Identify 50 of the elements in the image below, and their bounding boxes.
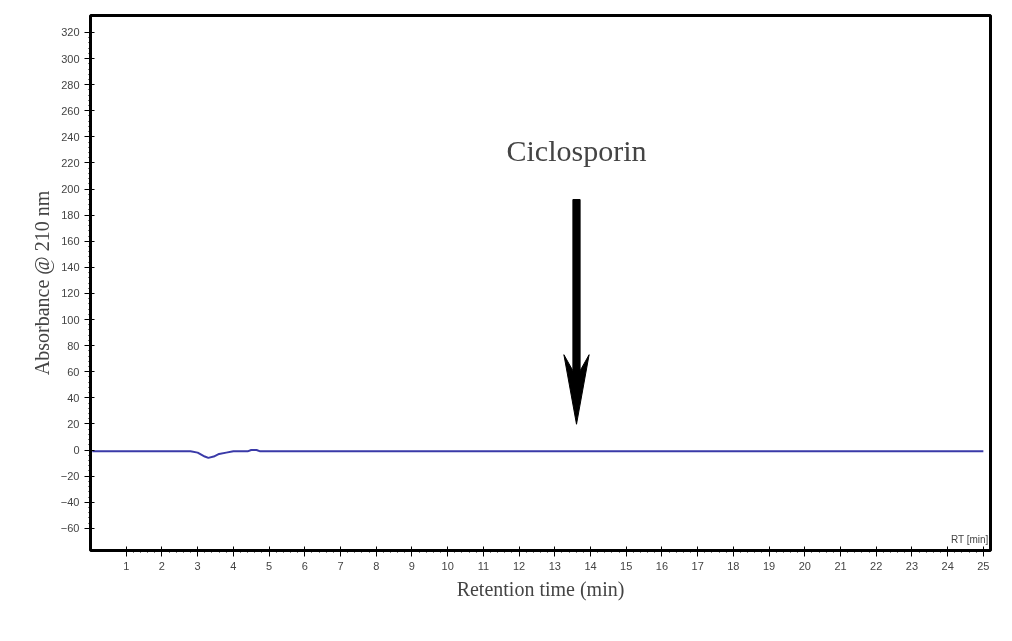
y-tick-label: 60 [67, 365, 80, 378]
y-tick-label: 100 [61, 313, 80, 326]
y-tick-label: −60 [60, 522, 80, 535]
x-tick-label: 9 [408, 559, 415, 572]
x-tick-label: 16 [655, 559, 669, 572]
x-tick-label: 24 [941, 559, 954, 572]
x-tick-label: 2 [158, 559, 165, 572]
y-tick-label: 240 [61, 130, 80, 143]
x-tick-label: 11 [477, 559, 490, 572]
y-tick-label: 40 [67, 391, 80, 404]
x-tick-label: 1 [123, 559, 130, 572]
x-tick-label: 7 [337, 559, 344, 572]
y-tick-label: 200 [61, 183, 80, 196]
x-tick-label: 22 [870, 559, 883, 572]
y-tick-label: 320 [61, 26, 80, 39]
x-tick-label: 12 [512, 559, 526, 572]
y-tick-label: 260 [61, 104, 80, 117]
x-tick-label: 10 [441, 559, 454, 572]
x-tick-label: 5 [266, 559, 273, 572]
y-tick-label: −40 [60, 496, 80, 509]
x-tick-label: 19 [762, 559, 776, 572]
y-axis-title: Absorbance @ 210 nm [30, 190, 54, 376]
y-tick-label: 80 [67, 339, 80, 352]
y-tick-label: 220 [61, 156, 80, 169]
x-tick-label: 14 [584, 559, 597, 572]
x-axis-title: Retention time (min) [456, 577, 625, 601]
x-tick-label: 4 [230, 559, 237, 572]
x-tick-label: 18 [727, 559, 740, 572]
x-tick-label: 20 [798, 559, 811, 572]
y-tick-label: 120 [61, 287, 80, 300]
annotation: Ciclosporin [506, 134, 647, 168]
y-tick-label: 300 [61, 52, 80, 65]
y-tick-label: 160 [61, 235, 80, 248]
y-tick-label: −20 [60, 470, 80, 483]
y-tick-label: 180 [61, 209, 80, 222]
line-series [91, 449, 985, 459]
x-tick-label: 13 [548, 559, 561, 572]
x-tick-label: 15 [620, 559, 633, 572]
y-tick-label: 20 [67, 417, 80, 430]
y-tick-label: 140 [61, 261, 80, 274]
x-tick-label: 25 [977, 559, 990, 572]
y-tick-label: 280 [61, 78, 80, 91]
x-tick-label: 23 [905, 559, 919, 572]
x-tick-label: 17 [691, 559, 704, 572]
x-tick-label: 21 [834, 559, 847, 572]
x-tick-label: 8 [373, 559, 380, 572]
annotation: RT [min] [950, 533, 989, 545]
x-tick-label: 6 [301, 559, 308, 572]
y-tick-label: 0 [73, 444, 80, 457]
x-tick-label: 3 [194, 559, 201, 572]
